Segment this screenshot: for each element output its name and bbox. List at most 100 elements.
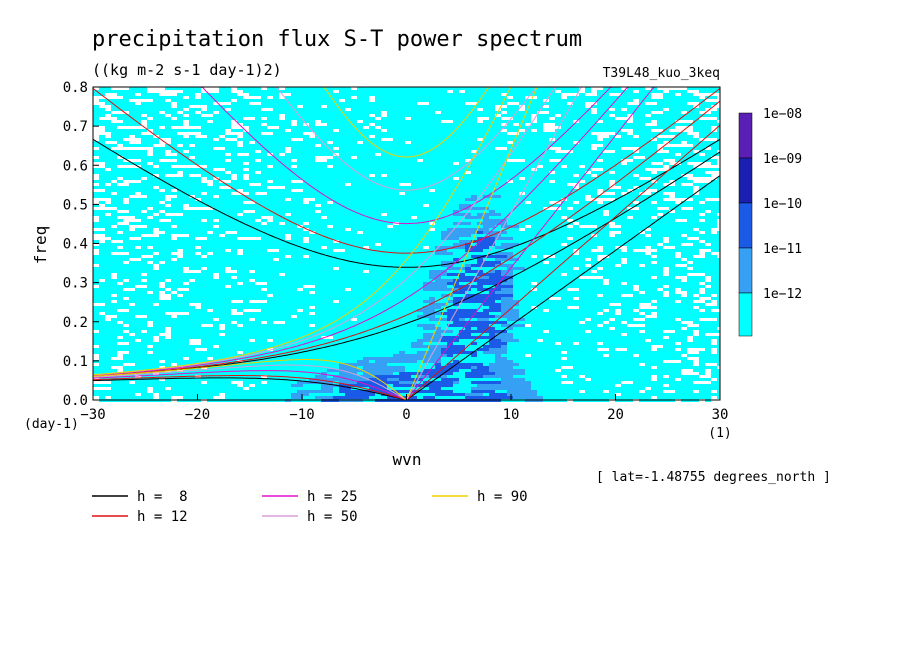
spectrum-cell (279, 363, 291, 366)
spectrum-cell (183, 327, 189, 330)
spectrum-cell (495, 174, 501, 177)
spectrum-cell (603, 381, 621, 384)
spectrum-cell (375, 186, 393, 189)
spectrum-cell (579, 255, 597, 258)
spectrum-cell (243, 261, 249, 264)
spectrum-cell (249, 198, 267, 201)
spectrum-cell (573, 192, 585, 195)
spectrum-cell (675, 315, 693, 318)
spectrum-cell (171, 351, 177, 354)
spectrum-cell (183, 390, 189, 393)
spectrum-cell (459, 318, 465, 321)
spectrum-cell (399, 255, 411, 258)
spectrum-cell (459, 336, 477, 339)
spectrum-cell (105, 204, 123, 207)
spectrum-cell (525, 291, 543, 294)
spectrum-cell (201, 246, 219, 249)
colorbar-label: 1e−09 (763, 152, 802, 167)
spectrum-cell (483, 303, 489, 306)
spectrum-cell (687, 114, 699, 117)
spectrum-cell (249, 336, 267, 339)
spectrum-cell (477, 369, 489, 372)
spectrum-cell (615, 297, 627, 300)
spectrum-cell (591, 207, 597, 210)
spectrum-cell (633, 345, 651, 348)
spectrum-cell (669, 267, 687, 270)
spectrum-cell (207, 234, 219, 237)
spectrum-cell (645, 129, 651, 132)
spectrum-cell (651, 234, 669, 237)
spectrum-cell (615, 387, 633, 390)
spectrum-cell (651, 318, 663, 321)
spectrum-cell (129, 270, 141, 273)
spectrum-cell (423, 183, 441, 186)
spectrum-cell (285, 201, 303, 204)
spectrum-cell (423, 156, 441, 159)
spectrum-cell (639, 273, 651, 276)
spectrum-cell (525, 126, 543, 129)
spectrum-cell (327, 135, 333, 138)
spectrum-cell (549, 231, 555, 234)
spectrum-cell (237, 276, 255, 279)
spectrum-cell (135, 333, 153, 336)
spectrum-cell (561, 159, 573, 162)
spectrum-cell (183, 153, 201, 156)
spectrum-cell (327, 282, 333, 285)
spectrum-cell (273, 243, 285, 246)
spectrum-cell (129, 387, 135, 390)
spectrum-cell (465, 120, 477, 123)
spectrum-cell (675, 204, 687, 207)
spectrum-cell (381, 222, 393, 225)
spectrum-cell (477, 96, 489, 99)
spectrum-cell (177, 237, 183, 240)
spectrum-cell (417, 198, 429, 201)
spectrum-cell (363, 396, 369, 399)
spectrum-cell (531, 387, 537, 390)
spectrum-cell (387, 345, 393, 348)
spectrum-cell (591, 228, 609, 231)
spectrum-cell (477, 201, 495, 204)
spectrum-cell (297, 321, 315, 324)
spectrum-cell (207, 105, 219, 108)
spectrum-cell (345, 348, 357, 351)
spectrum-cell (423, 237, 441, 240)
spectrum-cell (669, 366, 687, 369)
spectrum-cell (423, 285, 435, 288)
spectrum-cell (387, 102, 399, 105)
spectrum-cell (231, 294, 243, 297)
spectrum-cell (123, 150, 135, 153)
spectrum-cell (333, 378, 339, 381)
spectrum-cell (405, 219, 423, 222)
spectrum-cell (321, 330, 333, 333)
spectrum-cell (351, 213, 363, 216)
spectrum-cell (423, 141, 435, 144)
spectrum-cell (567, 375, 579, 378)
spectrum-cell (621, 300, 639, 303)
spectrum-cell (165, 342, 183, 345)
spectrum-cell (171, 114, 183, 117)
spectrum-cell (651, 228, 657, 231)
spectrum-cell (555, 270, 573, 273)
spectrum-cell (93, 366, 99, 369)
spectrum-cell (375, 174, 381, 177)
spectrum-cell (435, 99, 441, 102)
spectrum-cell (687, 393, 705, 396)
spectrum-cell (669, 387, 687, 390)
spectrum-cell (459, 255, 471, 258)
spectrum-cell (99, 270, 117, 273)
spectrum-cell (315, 165, 327, 168)
spectrum-cell (147, 288, 153, 291)
spectrum-cell (345, 270, 363, 273)
spectrum-cell (393, 279, 405, 282)
spectrum-cell (165, 111, 177, 114)
spectrum-cell (693, 126, 699, 129)
spectrum-cell (531, 396, 543, 399)
spectrum-cell (393, 369, 405, 372)
spectrum-cell (201, 354, 207, 357)
spectrum-cell (627, 258, 639, 261)
spectrum-cell (657, 120, 669, 123)
spectrum-cell (585, 375, 591, 378)
spectrum-cell (627, 267, 645, 270)
spectrum-cell (705, 219, 717, 222)
spectrum-cell (393, 258, 405, 261)
